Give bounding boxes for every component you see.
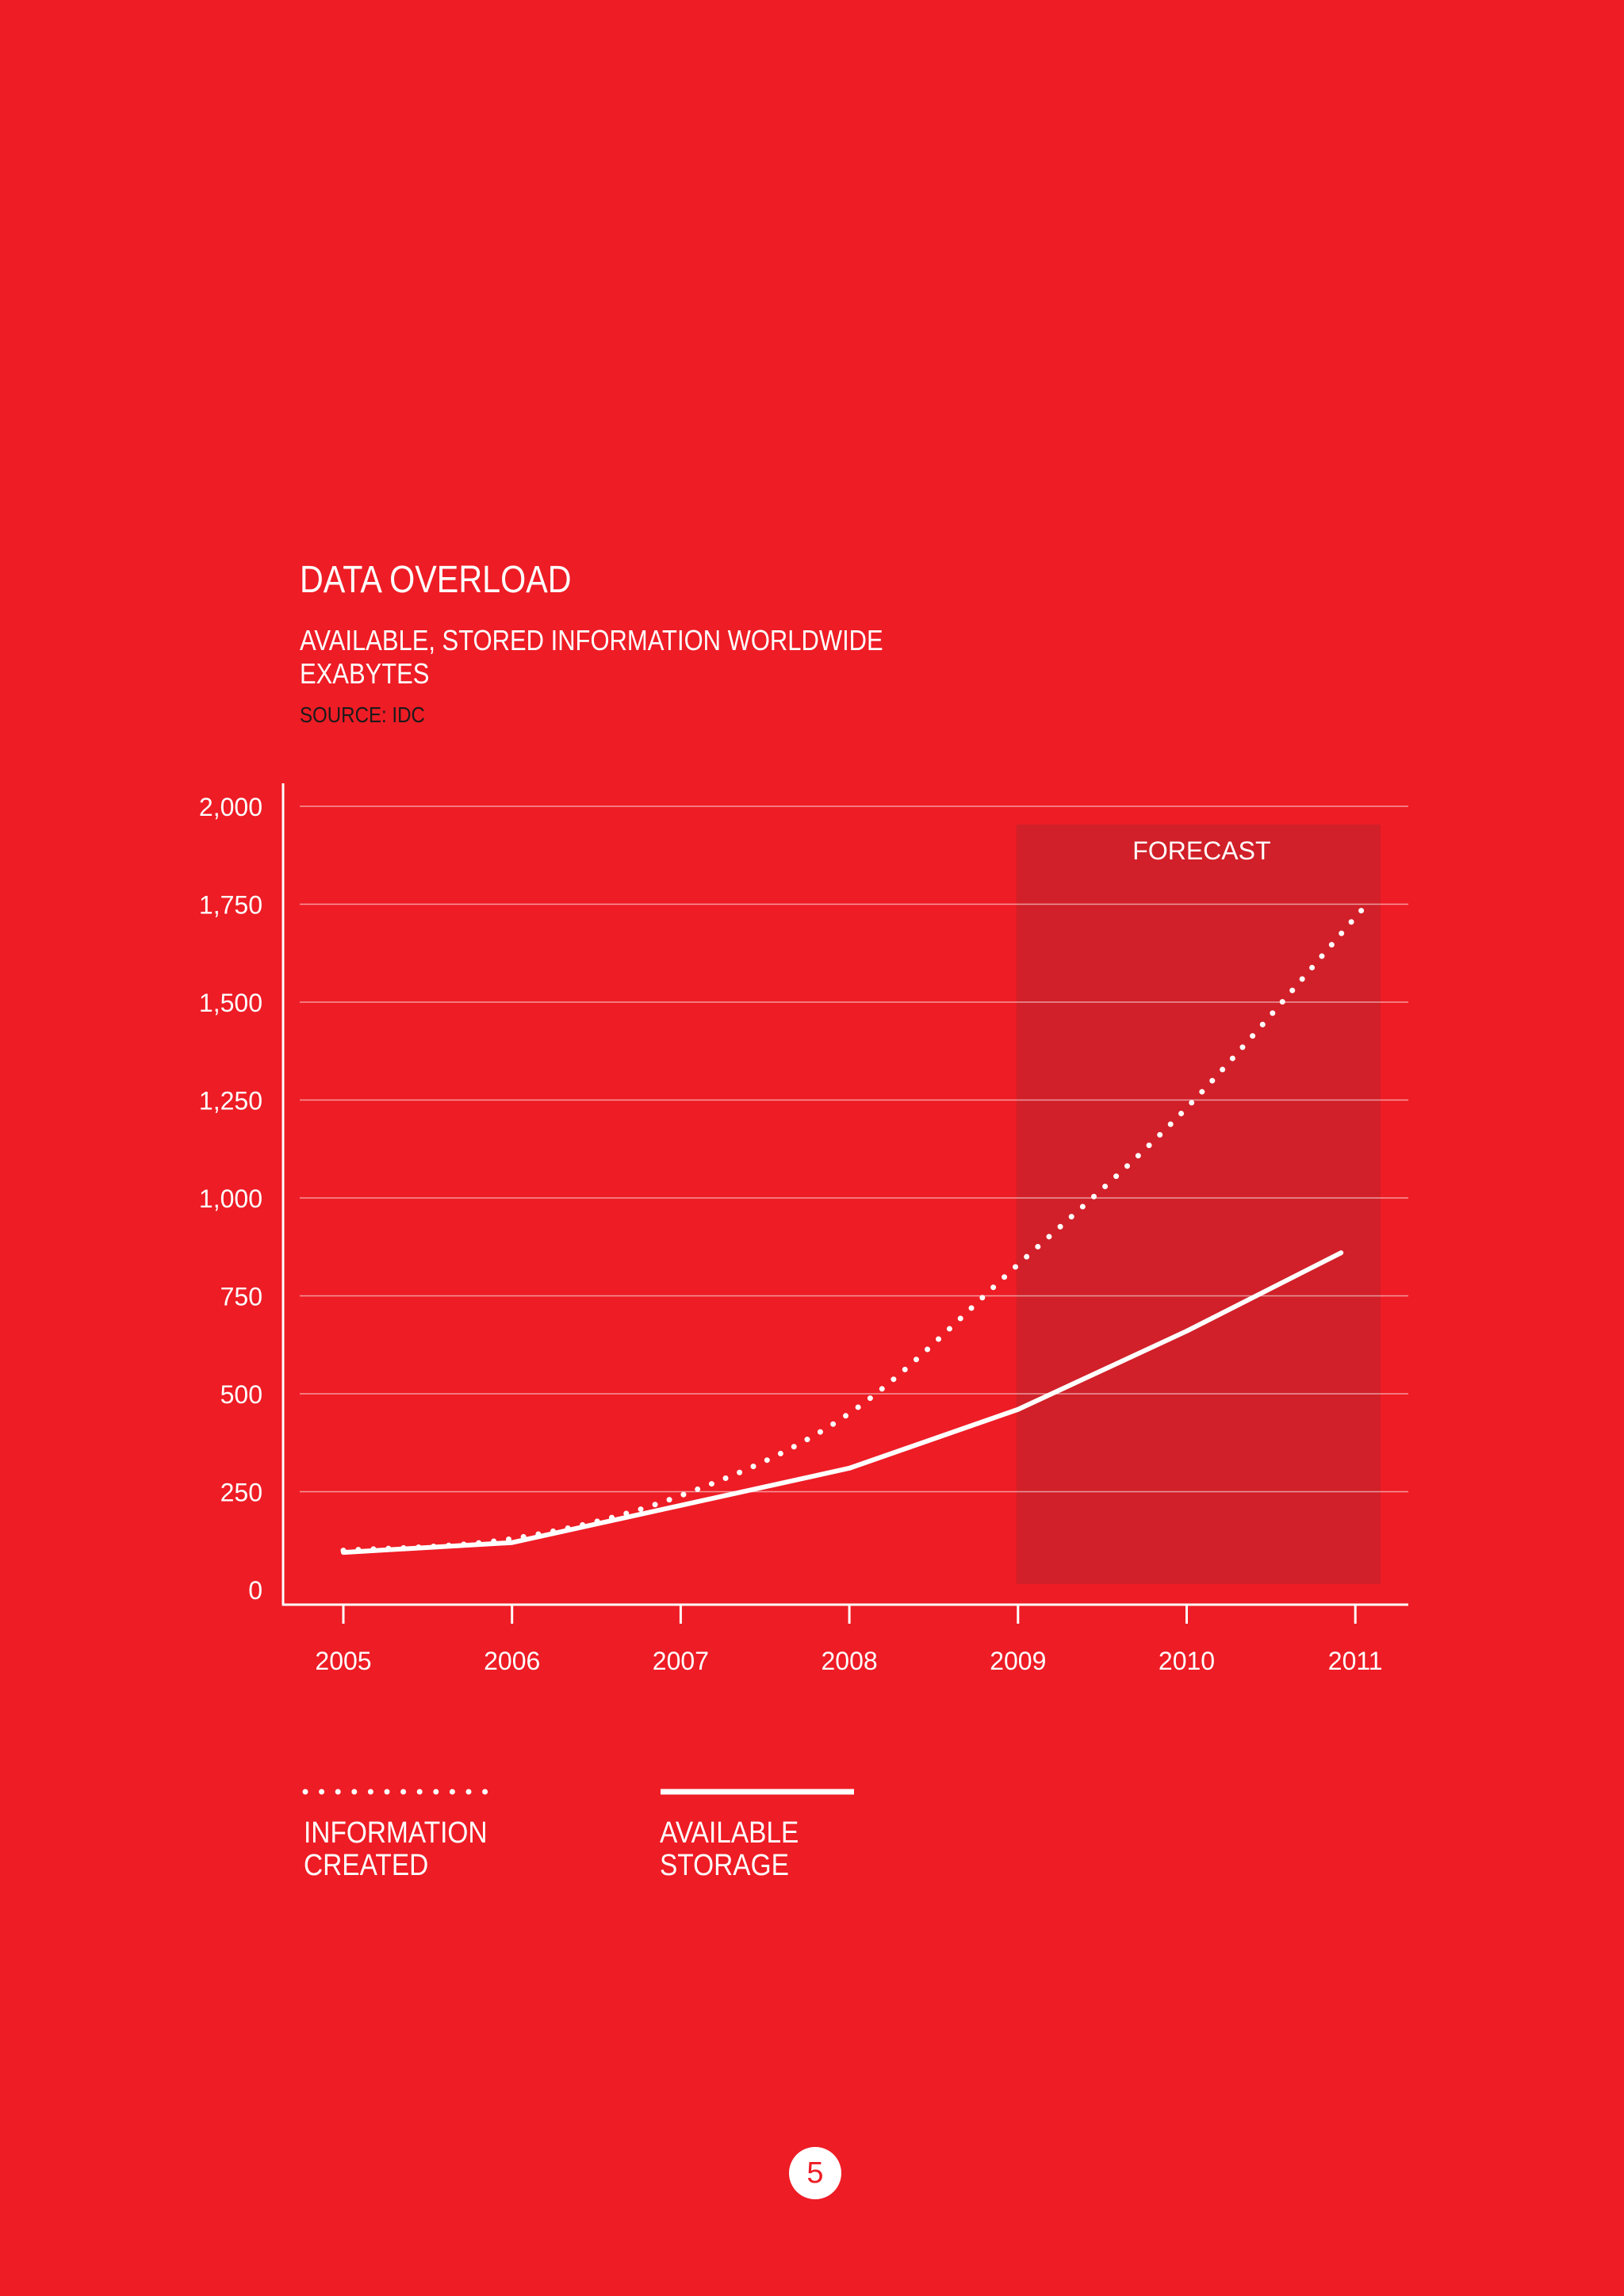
- x-tick-label: 2005: [315, 1647, 371, 1675]
- x-tick-label: 2010: [1159, 1647, 1215, 1675]
- chart-title: DATA OVERLOAD: [300, 559, 572, 601]
- legend-label-line: CREATED: [304, 1849, 429, 1882]
- data-point-available-storage-2009: [1017, 1408, 1020, 1411]
- axis-layer: 0 250 500 750 1,000 1,250 1,500 1,750 2,000 2005 2…: [199, 783, 1408, 1675]
- legend-label-line: AVAILABLE: [660, 1816, 799, 1850]
- y-tick-label: 1,250: [199, 1087, 262, 1115]
- x-tick-label: 2011: [1328, 1647, 1383, 1675]
- line-chart: FORECAST 0 250 500 750 1,000 1,250 1,500 1,750 2…: [199, 783, 1408, 1675]
- series-line-available-storage: [341, 1250, 1344, 1556]
- data-point-information-created-2007: [679, 1494, 682, 1497]
- data-point-information-created-2006: [511, 1537, 514, 1540]
- x-tick-label: 2007: [653, 1647, 709, 1675]
- x-tick-label: 2009: [990, 1647, 1046, 1675]
- page-number: 5: [789, 2147, 841, 2199]
- legend-label-line: STORAGE: [660, 1849, 789, 1882]
- x-tick-label: 2008: [822, 1647, 878, 1675]
- grid-layer: [300, 806, 1408, 1493]
- data-point-available-storage-2005: [342, 1551, 345, 1554]
- legend-swatches: [302, 1789, 854, 1795]
- y-axis-unit: EXABYTES: [300, 657, 430, 690]
- data-point-available-storage-2006: [511, 1541, 514, 1544]
- y-tick-label: 750: [220, 1283, 262, 1311]
- chart-subtitle: AVAILABLE, STORED INFORMATION WORLDWIDE: [300, 624, 883, 656]
- x-tick-label: 2006: [484, 1647, 540, 1675]
- y-tick-label: 2,000: [199, 793, 262, 821]
- data-point-available-storage-2011: [1339, 1251, 1342, 1254]
- legend-label-available-storage: AVAILABLE STORAGE: [660, 1817, 799, 1882]
- y-tick-label: 1,000: [199, 1184, 262, 1213]
- y-tick-label: 1,750: [199, 891, 262, 920]
- forecast-label: FORECAST: [1132, 836, 1270, 865]
- series-layer: [340, 907, 1365, 1556]
- data-point-available-storage-2010: [1185, 1330, 1189, 1333]
- forecast-band: [1016, 825, 1381, 1584]
- data-point-information-created-2010: [1185, 1106, 1189, 1109]
- data-point-information-created-2009: [1017, 1263, 1020, 1266]
- data-point-available-storage-2007: [679, 1504, 682, 1507]
- forecast-band-layer: FORECAST: [1016, 825, 1381, 1584]
- y-tick-label: 250: [220, 1479, 262, 1507]
- chart-source: SOURCE: IDC: [300, 702, 425, 727]
- y-tick-label: 1,500: [199, 989, 262, 1017]
- data-point-information-created-2011: [1360, 909, 1363, 912]
- legend-label-information-created: INFORMATION CREATED: [304, 1817, 488, 1882]
- data-point-available-storage-2008: [848, 1467, 851, 1470]
- legend-label-line: INFORMATION: [304, 1816, 488, 1850]
- y-tick-label: 0: [248, 1576, 262, 1605]
- data-point-information-created-2008: [848, 1412, 851, 1415]
- y-tick-label: 500: [220, 1380, 262, 1409]
